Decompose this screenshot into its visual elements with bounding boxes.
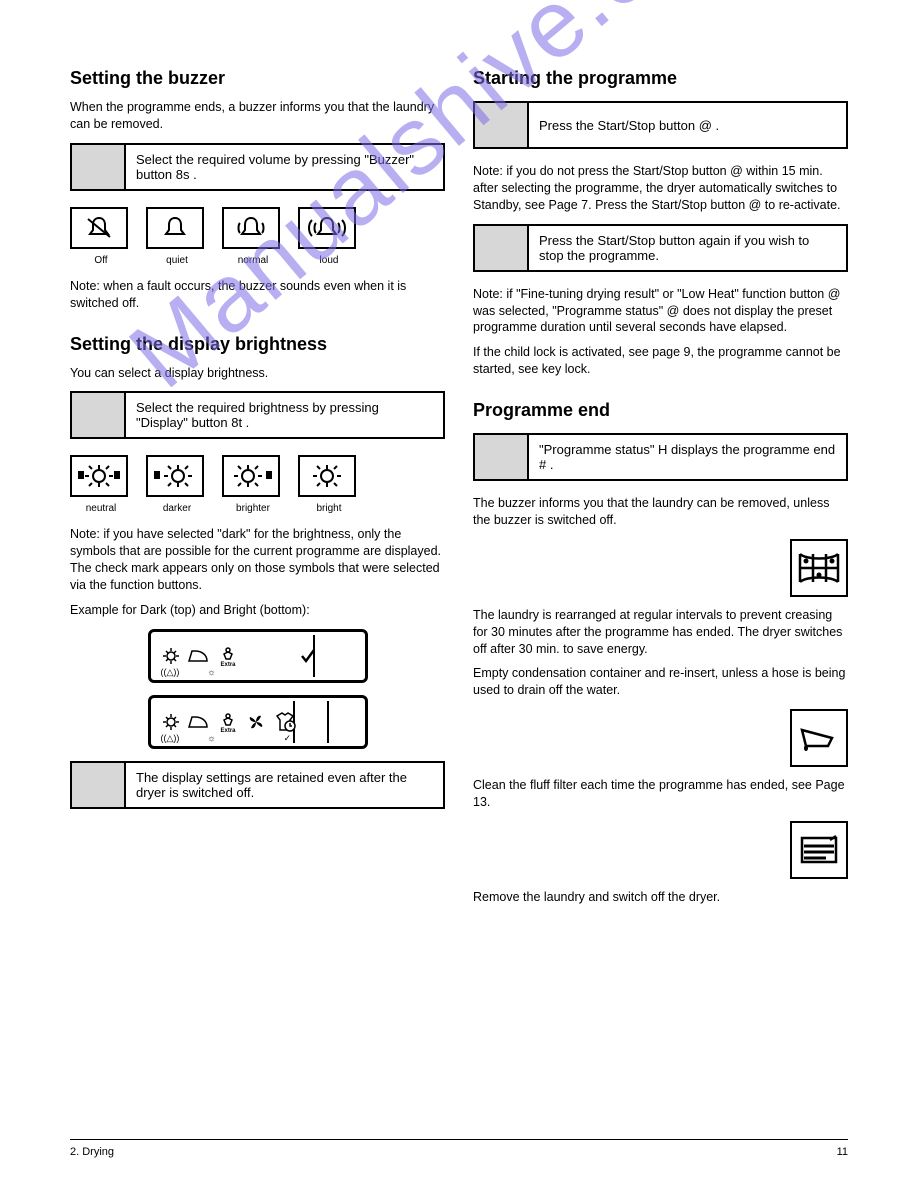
step-text: Press the Start/Stop button @ . (529, 103, 846, 147)
remove-note: Remove the laundry and switch off the dr… (473, 889, 848, 906)
opt-label: Off (72, 255, 130, 266)
brightness-icon-row (70, 455, 445, 497)
opt-label: normal (224, 255, 282, 266)
lcd-sub: ☼ (207, 667, 215, 678)
iron-icon (187, 647, 211, 665)
buzzer-icon-row (70, 207, 445, 249)
check-icon (299, 647, 317, 665)
sun-icon (161, 646, 181, 666)
container-icon (790, 709, 848, 767)
step-box-stop: Press the Start/Stop button again if you… (473, 224, 848, 272)
brightness-labels: neutral darker brighter bright (72, 503, 445, 514)
brightness-heading: Setting the display brightness (70, 334, 445, 355)
lcd-sub: ☼ (207, 733, 215, 744)
container-note: Empty condensation container and re-inse… (473, 665, 848, 699)
sun-icon (161, 712, 181, 732)
filter-icon (790, 821, 848, 879)
buzzer-note: Note: when a fault occurs, the buzzer so… (70, 278, 445, 312)
step-text: Select the required volume by pressing "… (126, 145, 443, 189)
end-p1: The buzzer informs you that the laundry … (473, 495, 848, 529)
lcd-sub: ((△)) (161, 733, 180, 744)
step-box-buzzer: Select the required volume by pressing "… (70, 143, 445, 191)
brightness-intro: You can select a display brightness. (70, 365, 445, 382)
step-text: Press the Start/Stop button again if you… (529, 226, 846, 270)
step-box-end: "Programme status" H displays the progra… (473, 433, 848, 481)
clean-note: Clean the fluff filter each time the pro… (473, 777, 848, 811)
step-marker (72, 763, 126, 807)
footer-section: 2. Drying (70, 1146, 114, 1158)
brightness-example: Example for Dark (top) and Bright (botto… (70, 602, 445, 619)
lcd-dark: Extra ((△)) ☼ (148, 629, 368, 683)
step-marker (72, 393, 126, 437)
step-box-brightness: Select the required brightness by pressi… (70, 391, 445, 439)
svg-text:Extra: Extra (220, 662, 236, 667)
fan-icon (245, 711, 267, 733)
step-box-persist: The display settings are retained even a… (70, 761, 445, 809)
step-box-start: Press the Start/Stop button @ . (473, 101, 848, 149)
opt-label: loud (300, 255, 358, 266)
step-marker (475, 103, 529, 147)
buzzer-heading: Setting the buzzer (70, 68, 445, 89)
start-note-2: Note: if "Fine-tuning drying result" or … (473, 286, 848, 337)
brightness-note: Note: if you have selected "dark" for th… (70, 526, 445, 594)
grid-end-icon (790, 539, 848, 597)
iron-icon (187, 713, 211, 731)
buzzer-intro: When the programme ends, a buzzer inform… (70, 99, 445, 133)
opt-label: darker (148, 503, 206, 514)
bell-quiet-icon (146, 207, 204, 249)
sun-neutral-icon (70, 455, 128, 497)
left-column: Setting the buzzer When the programme en… (70, 60, 445, 910)
lcd-sub: ((△)) (161, 667, 180, 678)
shirt-timer-icon (273, 710, 297, 734)
person-extra-icon: Extra (217, 711, 239, 733)
step-text: The display settings are retained even a… (126, 763, 443, 807)
lcd-sub: ✓ (284, 733, 292, 744)
sun-bright-icon (298, 455, 356, 497)
sun-darker-icon (146, 455, 204, 497)
sun-brighter-icon (222, 455, 280, 497)
opt-label: quiet (148, 255, 206, 266)
opt-label: neutral (72, 503, 130, 514)
start-note-1: Note: if you do not press the Start/Stop… (473, 163, 848, 214)
start-heading: Starting the programme (473, 68, 848, 89)
step-text: "Programme status" H displays the progra… (529, 435, 846, 479)
lcd-bright: Extra ((△)) ☼ ✓ (148, 695, 368, 749)
bell-loud-icon (298, 207, 356, 249)
end-heading: Programme end (473, 400, 848, 421)
footer-page: 11 (837, 1146, 848, 1158)
opt-label: bright (300, 503, 358, 514)
step-marker (475, 435, 529, 479)
bell-off-icon (70, 207, 128, 249)
person-extra-icon: Extra (217, 645, 239, 667)
right-column: Starting the programme Press the Start/S… (473, 60, 848, 910)
opt-label: brighter (224, 503, 282, 514)
buzzer-labels: Off quiet normal loud (72, 255, 445, 266)
start-note-3: If the child lock is activated, see page… (473, 344, 848, 378)
step-text: Select the required brightness by pressi… (126, 393, 443, 437)
step-marker (72, 145, 126, 189)
bell-normal-icon (222, 207, 280, 249)
footer: 2. Drying 11 (70, 1139, 848, 1158)
step-marker (475, 226, 529, 270)
end-p2: The laundry is rearranged at regular int… (473, 607, 848, 658)
